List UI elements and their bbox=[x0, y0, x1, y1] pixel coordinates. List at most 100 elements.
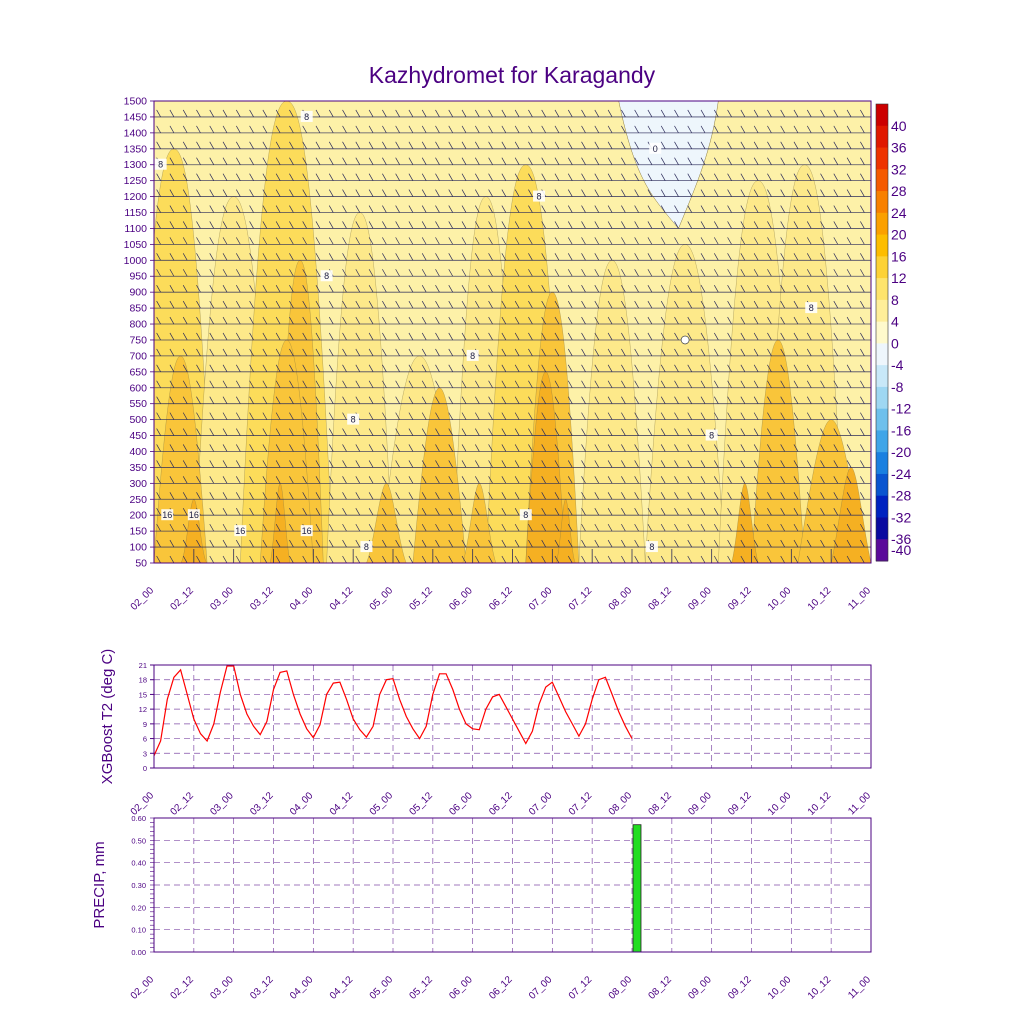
wind-barb bbox=[275, 492, 281, 500]
wind-barb bbox=[793, 460, 799, 468]
wind-barb bbox=[501, 539, 507, 548]
y-tick-label: 150 bbox=[129, 526, 147, 538]
contour-label: 8 bbox=[709, 431, 714, 441]
wind-barb bbox=[421, 189, 427, 197]
wind-barb bbox=[753, 460, 759, 468]
wind-barb bbox=[448, 555, 454, 563]
wind-barb bbox=[439, 101, 440, 102]
wind-barb bbox=[660, 141, 666, 149]
wind-barb bbox=[289, 332, 294, 341]
wind-barb bbox=[833, 523, 839, 532]
contour-label: 8 bbox=[158, 160, 163, 170]
wind-barb bbox=[607, 205, 613, 213]
wind-barb bbox=[382, 269, 387, 277]
wind-barb bbox=[275, 269, 281, 277]
wind-barb bbox=[727, 237, 732, 245]
wind-barb bbox=[249, 539, 254, 548]
wind-barb bbox=[806, 253, 812, 261]
wind-barb bbox=[289, 492, 294, 500]
wind-barb bbox=[594, 316, 600, 325]
wind-barb bbox=[700, 444, 706, 452]
wind-barb bbox=[674, 316, 679, 325]
wind-barb bbox=[567, 380, 573, 388]
wind-barb bbox=[820, 444, 825, 452]
wind-barb bbox=[860, 460, 865, 468]
wind-barb bbox=[368, 460, 374, 468]
wind-barb bbox=[408, 396, 414, 404]
wind-barb bbox=[448, 380, 454, 388]
wind-barb bbox=[607, 523, 613, 532]
wind-barb bbox=[541, 205, 546, 213]
contour-label: 8 bbox=[324, 271, 329, 281]
colorbar-segment bbox=[876, 234, 888, 257]
wind-barb bbox=[328, 237, 334, 245]
wind-barb bbox=[687, 221, 693, 229]
x-tick-label: 05_12 bbox=[408, 585, 436, 613]
wind-barb bbox=[315, 555, 321, 563]
wind-barb bbox=[806, 348, 812, 357]
wind-barb bbox=[567, 444, 573, 452]
wind-barb bbox=[395, 269, 400, 277]
wind-barb bbox=[545, 101, 546, 102]
wind-barb bbox=[169, 109, 175, 118]
wind-barb bbox=[435, 157, 440, 165]
wind-barb bbox=[169, 460, 175, 468]
wind-barb bbox=[302, 412, 307, 420]
wind-barb bbox=[328, 428, 334, 436]
wind-barb bbox=[475, 109, 480, 118]
wind-barb bbox=[687, 300, 693, 309]
wind-barb bbox=[806, 444, 812, 452]
wind-barb bbox=[182, 348, 188, 357]
wind-barb bbox=[846, 253, 852, 261]
wind-barb bbox=[687, 412, 693, 420]
wind-barb bbox=[740, 364, 746, 373]
y-tick-label: 650 bbox=[129, 366, 147, 378]
wind-barb bbox=[806, 189, 812, 197]
wind-barb bbox=[395, 300, 400, 309]
wind-barb bbox=[714, 205, 719, 213]
wind-barb bbox=[740, 332, 746, 341]
wind-barb bbox=[740, 523, 746, 532]
wind-barb bbox=[541, 476, 546, 484]
wind-barb bbox=[846, 476, 852, 484]
wind-barb bbox=[753, 125, 759, 134]
contour-label-bg bbox=[300, 525, 313, 537]
wind-barb bbox=[315, 205, 321, 213]
wind-barb bbox=[860, 539, 865, 548]
wind-barb bbox=[806, 125, 812, 134]
wind-barb bbox=[435, 253, 440, 261]
wind-barb bbox=[860, 253, 865, 261]
wind-barb bbox=[740, 253, 746, 261]
wind-barb bbox=[647, 173, 653, 181]
wind-barb bbox=[328, 460, 334, 468]
wind-barb bbox=[554, 523, 560, 532]
y-tick-label: 0.50 bbox=[131, 836, 146, 845]
wind-barb bbox=[501, 364, 507, 373]
wind-barb bbox=[621, 539, 626, 548]
wind-barb bbox=[461, 492, 467, 500]
wind-barb bbox=[382, 316, 387, 325]
wind-barb bbox=[342, 253, 347, 261]
wind-barb bbox=[793, 492, 799, 500]
wind-barb bbox=[621, 364, 626, 373]
wind-barb bbox=[528, 109, 533, 118]
wind-barb bbox=[156, 253, 161, 261]
wind-barb bbox=[182, 157, 188, 165]
wind-barb bbox=[514, 396, 520, 404]
wind-barb bbox=[753, 476, 759, 484]
wind-barb bbox=[634, 412, 639, 420]
wind-barb bbox=[753, 253, 759, 261]
wind-barb bbox=[621, 300, 626, 309]
contour-label-bg bbox=[347, 413, 360, 425]
wind-barb bbox=[156, 205, 161, 213]
wind-barb bbox=[528, 189, 533, 197]
wind-barb bbox=[780, 396, 785, 404]
wind-barb bbox=[846, 396, 852, 404]
wind-barb bbox=[182, 492, 188, 500]
wind-barb bbox=[196, 380, 201, 388]
wind-barb bbox=[156, 523, 161, 532]
wind-barb bbox=[355, 189, 361, 197]
wind-barb bbox=[700, 253, 706, 261]
wind-barb bbox=[621, 157, 626, 165]
wind-barb bbox=[514, 173, 520, 181]
